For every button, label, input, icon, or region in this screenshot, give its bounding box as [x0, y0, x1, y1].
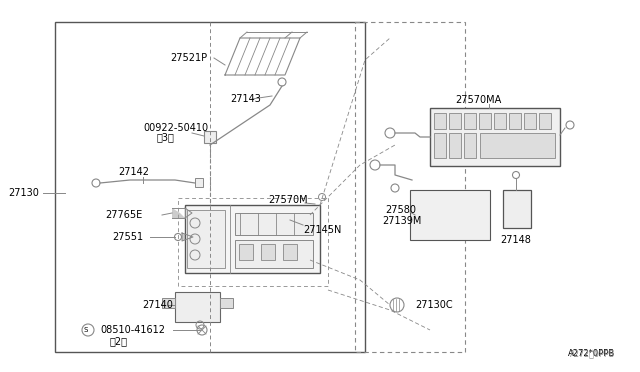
Bar	[235, 213, 313, 235]
Text: 27130C: 27130C	[415, 300, 452, 310]
Bar	[235, 240, 313, 268]
Bar	[480, 133, 555, 158]
Bar	[449, 113, 461, 129]
Bar	[162, 298, 175, 308]
Bar	[187, 210, 225, 268]
Text: A272⁦0PPB: A272⁦0PPB	[570, 349, 615, 358]
Text: 27765E: 27765E	[105, 210, 142, 220]
Text: 27570MA: 27570MA	[455, 95, 501, 105]
Bar	[494, 113, 506, 129]
Text: 27145N: 27145N	[303, 225, 341, 235]
Bar	[261, 244, 275, 260]
Bar	[503, 190, 531, 228]
Bar	[430, 108, 560, 166]
Text: 27143: 27143	[230, 94, 261, 104]
Polygon shape	[182, 233, 193, 241]
Bar	[539, 113, 551, 129]
Text: S: S	[84, 327, 88, 333]
Text: 27521P: 27521P	[170, 53, 207, 63]
Bar	[355, 22, 465, 352]
Text: 27551: 27551	[112, 232, 143, 242]
Text: 27130: 27130	[8, 188, 39, 198]
Text: 27570M: 27570M	[268, 195, 308, 205]
Bar	[479, 113, 491, 129]
Bar	[185, 205, 320, 273]
Text: A272*0PPB: A272*0PPB	[568, 349, 615, 358]
Bar	[239, 244, 253, 260]
Polygon shape	[172, 208, 185, 218]
Text: 27140: 27140	[142, 300, 173, 310]
Bar	[55, 22, 365, 352]
Bar	[434, 113, 446, 129]
Bar	[464, 133, 476, 158]
Bar	[464, 113, 476, 129]
Text: 27580: 27580	[385, 205, 416, 215]
Text: 27142: 27142	[118, 167, 149, 177]
Bar	[283, 244, 297, 260]
Text: 08510-41612: 08510-41612	[100, 325, 165, 335]
Text: （2）: （2）	[110, 336, 128, 346]
Text: 27148: 27148	[500, 235, 531, 245]
Text: （3）: （3）	[157, 132, 175, 142]
Bar	[509, 113, 521, 129]
Text: 27139M: 27139M	[382, 216, 421, 226]
Bar	[195, 178, 203, 187]
Bar	[220, 298, 233, 308]
Bar	[410, 190, 490, 240]
Bar	[524, 113, 536, 129]
Text: 00922-50410: 00922-50410	[143, 123, 208, 133]
Bar	[434, 133, 446, 158]
Bar	[175, 292, 220, 322]
Bar	[204, 131, 216, 143]
Bar	[449, 133, 461, 158]
Bar	[178, 198, 328, 286]
